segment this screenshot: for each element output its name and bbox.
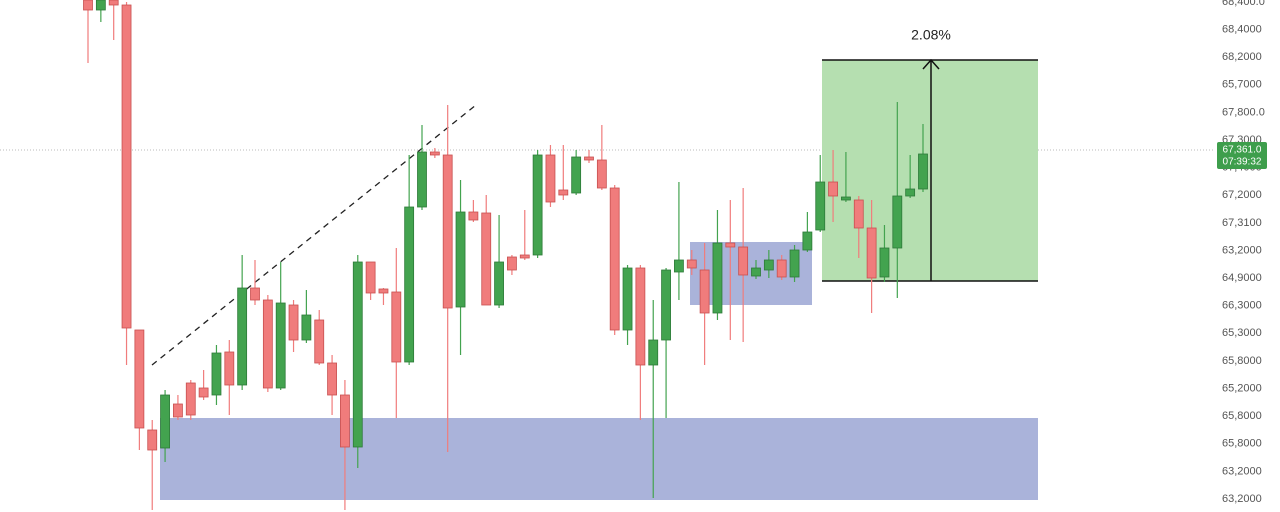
candle-body (661, 269, 671, 341)
arrow-head (922, 58, 940, 70)
candle-body (173, 403, 183, 418)
y-axis-label: 68,4000 (1222, 24, 1262, 36)
candle-body (751, 267, 761, 277)
candle-body (160, 394, 170, 449)
y-axis-label: 63,2000 (1222, 244, 1262, 256)
candle-body (828, 181, 838, 197)
candle-body (121, 4, 132, 329)
candle-body (738, 246, 749, 276)
candle-body (918, 153, 928, 190)
candle-body (879, 247, 890, 278)
candle-body (558, 189, 569, 196)
candle-body (789, 249, 800, 278)
candle-body (224, 351, 235, 386)
candle-body (674, 259, 684, 273)
y-axis-label: 68,400.0 (1222, 0, 1265, 8)
candle-body (866, 227, 877, 279)
candle-body (365, 261, 376, 294)
y-axis-label: 65,8000 (1222, 355, 1262, 367)
demand-zone (160, 418, 1038, 500)
y-axis-label: 65,8000 (1222, 438, 1262, 450)
candle-body (853, 199, 864, 229)
candle-body (134, 329, 145, 429)
y-axis-label: 67,3100 (1222, 217, 1262, 229)
percent-annotation: 2.08% (911, 27, 951, 43)
candle-body (815, 181, 826, 231)
candle-body (250, 287, 260, 301)
candle-body (198, 387, 209, 398)
candle-body (532, 154, 543, 256)
candle-body (83, 0, 93, 11)
y-axis-label: 67,800.0 (1222, 106, 1265, 118)
candle-body (763, 259, 774, 271)
candle-body (507, 256, 517, 271)
candle-body (712, 242, 723, 314)
candles (83, 0, 928, 510)
candle-body (352, 261, 363, 448)
candle-body (275, 302, 286, 389)
countdown: 07:39:32 (1223, 157, 1262, 168)
y-axis-label: 65,2000 (1222, 382, 1262, 394)
last-price: 67,361.0 (1223, 145, 1262, 156)
y-axis-label: 65,8000 (1222, 410, 1262, 422)
candle-body (429, 151, 440, 156)
y-axis-label: 65,3000 (1222, 327, 1262, 339)
candle-body (108, 0, 119, 6)
price-tag (1217, 142, 1267, 169)
candle-body (237, 287, 248, 386)
candle-body (571, 156, 582, 194)
candle-body (417, 151, 427, 208)
candle-body (905, 188, 916, 197)
candle-body (892, 195, 903, 249)
y-axis-label: 65,7000 (1222, 79, 1262, 91)
y-axis-label: 67,2000 (1222, 189, 1262, 201)
candle-body (327, 362, 337, 396)
candle-body (288, 304, 299, 341)
candle-body (622, 267, 633, 331)
candle-body (802, 231, 813, 251)
candle-body (404, 206, 415, 363)
candle-body (455, 211, 466, 308)
candle-body (147, 429, 158, 451)
candle-body (211, 352, 222, 396)
candle-body (635, 267, 646, 366)
candle-body (442, 154, 453, 309)
candle-body (584, 156, 594, 161)
y-axis-label: 63,2000 (1222, 465, 1262, 477)
candle-body (340, 394, 350, 448)
candle-body (545, 154, 556, 203)
candle-body (725, 242, 736, 248)
candle-body (596, 159, 607, 189)
candle-body (494, 261, 504, 306)
y-axis-label: 63,2000 (1222, 493, 1262, 505)
candle-body (468, 211, 479, 221)
candle-body (378, 288, 389, 294)
candle-body (776, 259, 787, 278)
candle-body (95, 0, 106, 11)
y-axis-label: 68,2000 (1222, 51, 1262, 63)
y-axis-label: 64,9000 (1222, 272, 1262, 284)
candle-body (686, 259, 697, 269)
candle-body (185, 382, 196, 416)
target-zone (822, 60, 1038, 281)
candle-body (519, 254, 530, 259)
candle-body (314, 319, 325, 364)
trend-line (151, 104, 477, 366)
candle-body (609, 187, 620, 331)
candle-body (699, 269, 710, 314)
candle-body (301, 314, 312, 341)
candle-body (262, 299, 273, 389)
candle-body (648, 339, 659, 366)
y-axis-label: 66,3000 (1222, 300, 1262, 312)
candle-body (481, 212, 492, 306)
candle-body (391, 291, 402, 363)
price-axis: 68,400.0 68,4000 68,2000 65,7000 67,800.0 67,… (1222, 0, 1265, 505)
candle-body (841, 196, 851, 201)
